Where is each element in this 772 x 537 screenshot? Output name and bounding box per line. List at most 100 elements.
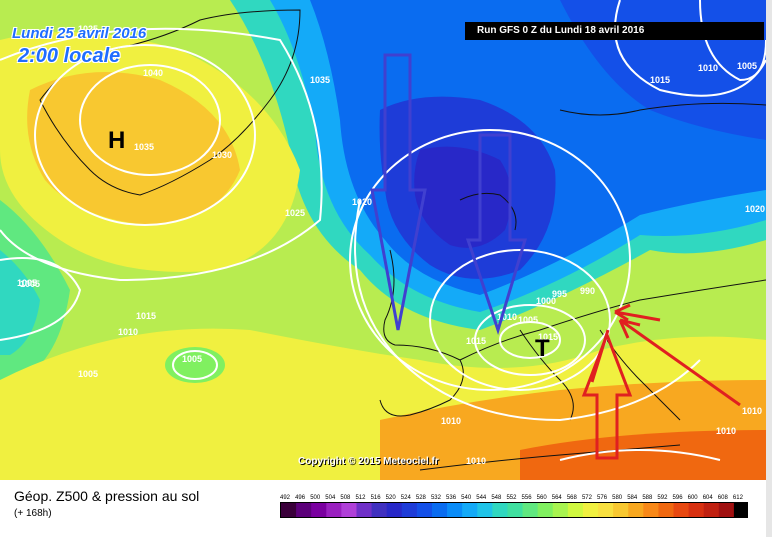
scale-label: 552 <box>506 495 517 501</box>
scale-swatch <box>341 503 357 517</box>
scale-label: 560 <box>537 495 548 501</box>
field-small-low <box>165 347 225 383</box>
scale-swatch <box>537 503 554 517</box>
scale-swatch <box>567 503 584 517</box>
scale-label: 540 <box>461 495 472 501</box>
red-arrow-east <box>618 318 741 407</box>
scale-swatch <box>643 503 659 517</box>
scale-swatch <box>522 503 539 517</box>
scale-swatch <box>416 503 433 517</box>
scale-label: 584 <box>627 495 638 501</box>
isobar-labels: 1025 1040 1035 1030 1035 1025 1020 1005 … <box>17 24 765 466</box>
scale-swatch <box>673 503 690 517</box>
blue-arrows <box>370 53 528 335</box>
scale-swatch <box>296 503 312 517</box>
scale-swatch <box>371 503 388 517</box>
scale-label: 492 <box>280 495 291 501</box>
scale-label: 536 <box>446 495 457 501</box>
red-arrow-south <box>581 330 633 460</box>
scale-swatch <box>628 503 644 517</box>
isobar-label: 1010 <box>497 312 517 322</box>
blue-arrow-center <box>465 133 528 335</box>
isobar-label: 1025 <box>78 24 98 34</box>
scale-labels: 492 496 500 504 508 512 516 520 524 528 532 536 540 5… <box>280 495 744 501</box>
scale-swatch <box>281 503 297 517</box>
scale-swatch <box>552 503 569 517</box>
scale-label: 556 <box>522 495 533 501</box>
scale-label: 524 <box>401 495 412 501</box>
weather-map: 1025 1040 1035 1030 1035 1025 1020 1005 … <box>0 0 767 480</box>
isobar-label: 1020 <box>352 197 372 207</box>
scale-label: 528 <box>416 495 427 501</box>
isobar-label: 1010 <box>716 426 736 436</box>
scale-label: 520 <box>386 495 397 501</box>
isobar-label: 1020 <box>745 204 765 214</box>
isobar-label: 995 <box>552 289 567 299</box>
forecast-date: Lundi 25 avril 2016 <box>12 25 147 42</box>
isobar-label: 1010 <box>698 63 718 73</box>
field-south-red <box>520 430 766 480</box>
color-scale <box>280 502 748 518</box>
isobar-label: 1035 <box>310 75 330 85</box>
scale-swatch <box>718 503 735 517</box>
scale-label: 572 <box>582 495 593 501</box>
isobar-label: 1025 <box>285 208 305 218</box>
isobar-label: 1010 <box>466 456 486 466</box>
isobar-label: 1000 <box>536 296 556 306</box>
scale-label: 544 <box>476 495 487 501</box>
scale-label: 516 <box>371 495 382 501</box>
scale-label: 604 <box>703 495 714 501</box>
run-info: Run GFS 0 Z du Lundi 18 avril 2016 <box>465 22 764 40</box>
scale-swatch <box>326 503 342 517</box>
scale-label: 512 <box>355 495 366 501</box>
isobar-label: 1005 <box>518 315 538 325</box>
blue-arrow-west <box>370 53 427 331</box>
scale-swatch <box>492 503 508 517</box>
isobar-lines <box>0 0 766 461</box>
scale-label: 564 <box>552 495 563 501</box>
isobar-label: 1015 <box>136 311 156 321</box>
scale-swatch <box>703 503 720 517</box>
scale-label: 588 <box>642 495 653 501</box>
scale-label: 508 <box>340 495 351 501</box>
red-arrows <box>581 303 741 460</box>
scale-label: 568 <box>567 495 578 501</box>
high-pressure-label: H <box>108 127 125 154</box>
scale-swatch <box>582 503 599 517</box>
scale-label: 532 <box>431 495 442 501</box>
isobar-label: 1010 <box>441 416 461 426</box>
scale-label: 592 <box>657 495 668 501</box>
isobar-label: 1030 <box>212 150 232 160</box>
isobar-label: 1005 <box>182 354 202 364</box>
vertical-scrollbar[interactable] <box>766 0 772 537</box>
red-arrow-ne <box>614 303 661 322</box>
isobar-label: 1005 <box>737 61 757 71</box>
isobar-label: 1010 <box>742 406 762 416</box>
isobar-label: 1005 <box>78 369 98 379</box>
isobar-label: 1010 <box>118 327 138 337</box>
low-pressure-label: T <box>535 335 550 362</box>
red-arrow-sw <box>590 329 610 383</box>
isobar-label: 1035 <box>134 142 154 152</box>
isobar-label: 1015 <box>650 75 670 85</box>
isobar-label: 990 <box>580 286 595 296</box>
scale-label: 580 <box>612 495 623 501</box>
scale-label: 548 <box>491 495 502 501</box>
copyright: Copyright © 2015 Meteociel.fr <box>298 456 439 467</box>
scale-swatch <box>598 503 614 517</box>
scale-label: 496 <box>295 495 306 501</box>
scale-label: 612 <box>733 495 744 501</box>
scale-swatch <box>431 503 448 517</box>
scale-swatch <box>688 503 705 517</box>
scale-swatch <box>386 503 403 517</box>
scale-swatch <box>477 503 493 517</box>
forecast-time: 2:00 locale <box>18 45 121 67</box>
scale-swatch <box>733 503 747 517</box>
isobar-label: 1015 <box>466 336 486 346</box>
scale-swatch <box>462 503 478 517</box>
isobar-label: 1040 <box>143 68 163 78</box>
isobar-label: 1015 <box>538 332 558 342</box>
isobar-label: 1005 <box>17 278 37 288</box>
isobar-label: 1005 <box>20 279 40 289</box>
